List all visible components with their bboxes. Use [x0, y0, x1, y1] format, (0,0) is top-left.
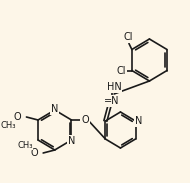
Text: Cl: Cl — [116, 66, 126, 76]
Text: CH₃: CH₃ — [17, 141, 32, 150]
Text: HN: HN — [107, 82, 121, 92]
Text: N: N — [68, 136, 75, 146]
Text: Cl: Cl — [123, 33, 133, 42]
Text: =N: =N — [104, 96, 120, 106]
Text: CH₃: CH₃ — [0, 120, 16, 130]
Text: N: N — [51, 104, 59, 114]
Text: O: O — [81, 115, 89, 125]
Text: O: O — [31, 148, 38, 158]
Text: O: O — [14, 112, 21, 122]
Text: N: N — [135, 116, 142, 126]
